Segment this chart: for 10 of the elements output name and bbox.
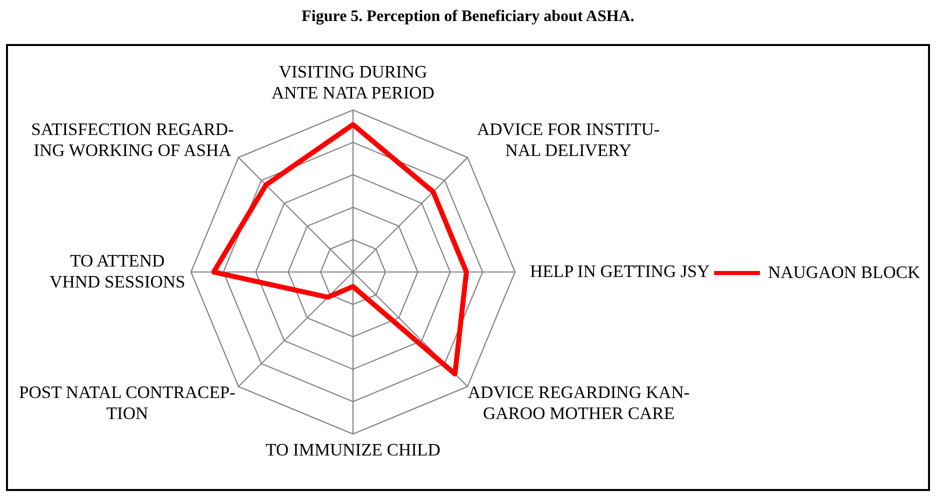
spoke-label: POST NATAL CONTRACEP- TION	[19, 382, 236, 424]
chart-title: Figure 5. Perception of Beneficiary about ASHA.	[302, 8, 634, 25]
spoke-label: TO ATTEND VHND SESSIONS	[50, 250, 186, 292]
spoke-label: SATISFECTION REGARD- ING WORKING OF ASHA	[31, 118, 234, 160]
spoke-label: VISITING DURING ANTE NATA PERIOD	[272, 62, 434, 102]
legend-label: NAUGAON BLOCK	[768, 262, 921, 282]
spoke-label: ADVICE FOR INSTITU- NAL DELIVERY	[476, 118, 660, 160]
spoke-label: HELP IN GETTING JSY	[530, 261, 710, 281]
spoke-label: TO IMMUNIZE CHILD	[266, 440, 440, 460]
spoke-label: ADVICE REGARDING KAN- GAROO MOTHER CARE	[468, 382, 690, 424]
